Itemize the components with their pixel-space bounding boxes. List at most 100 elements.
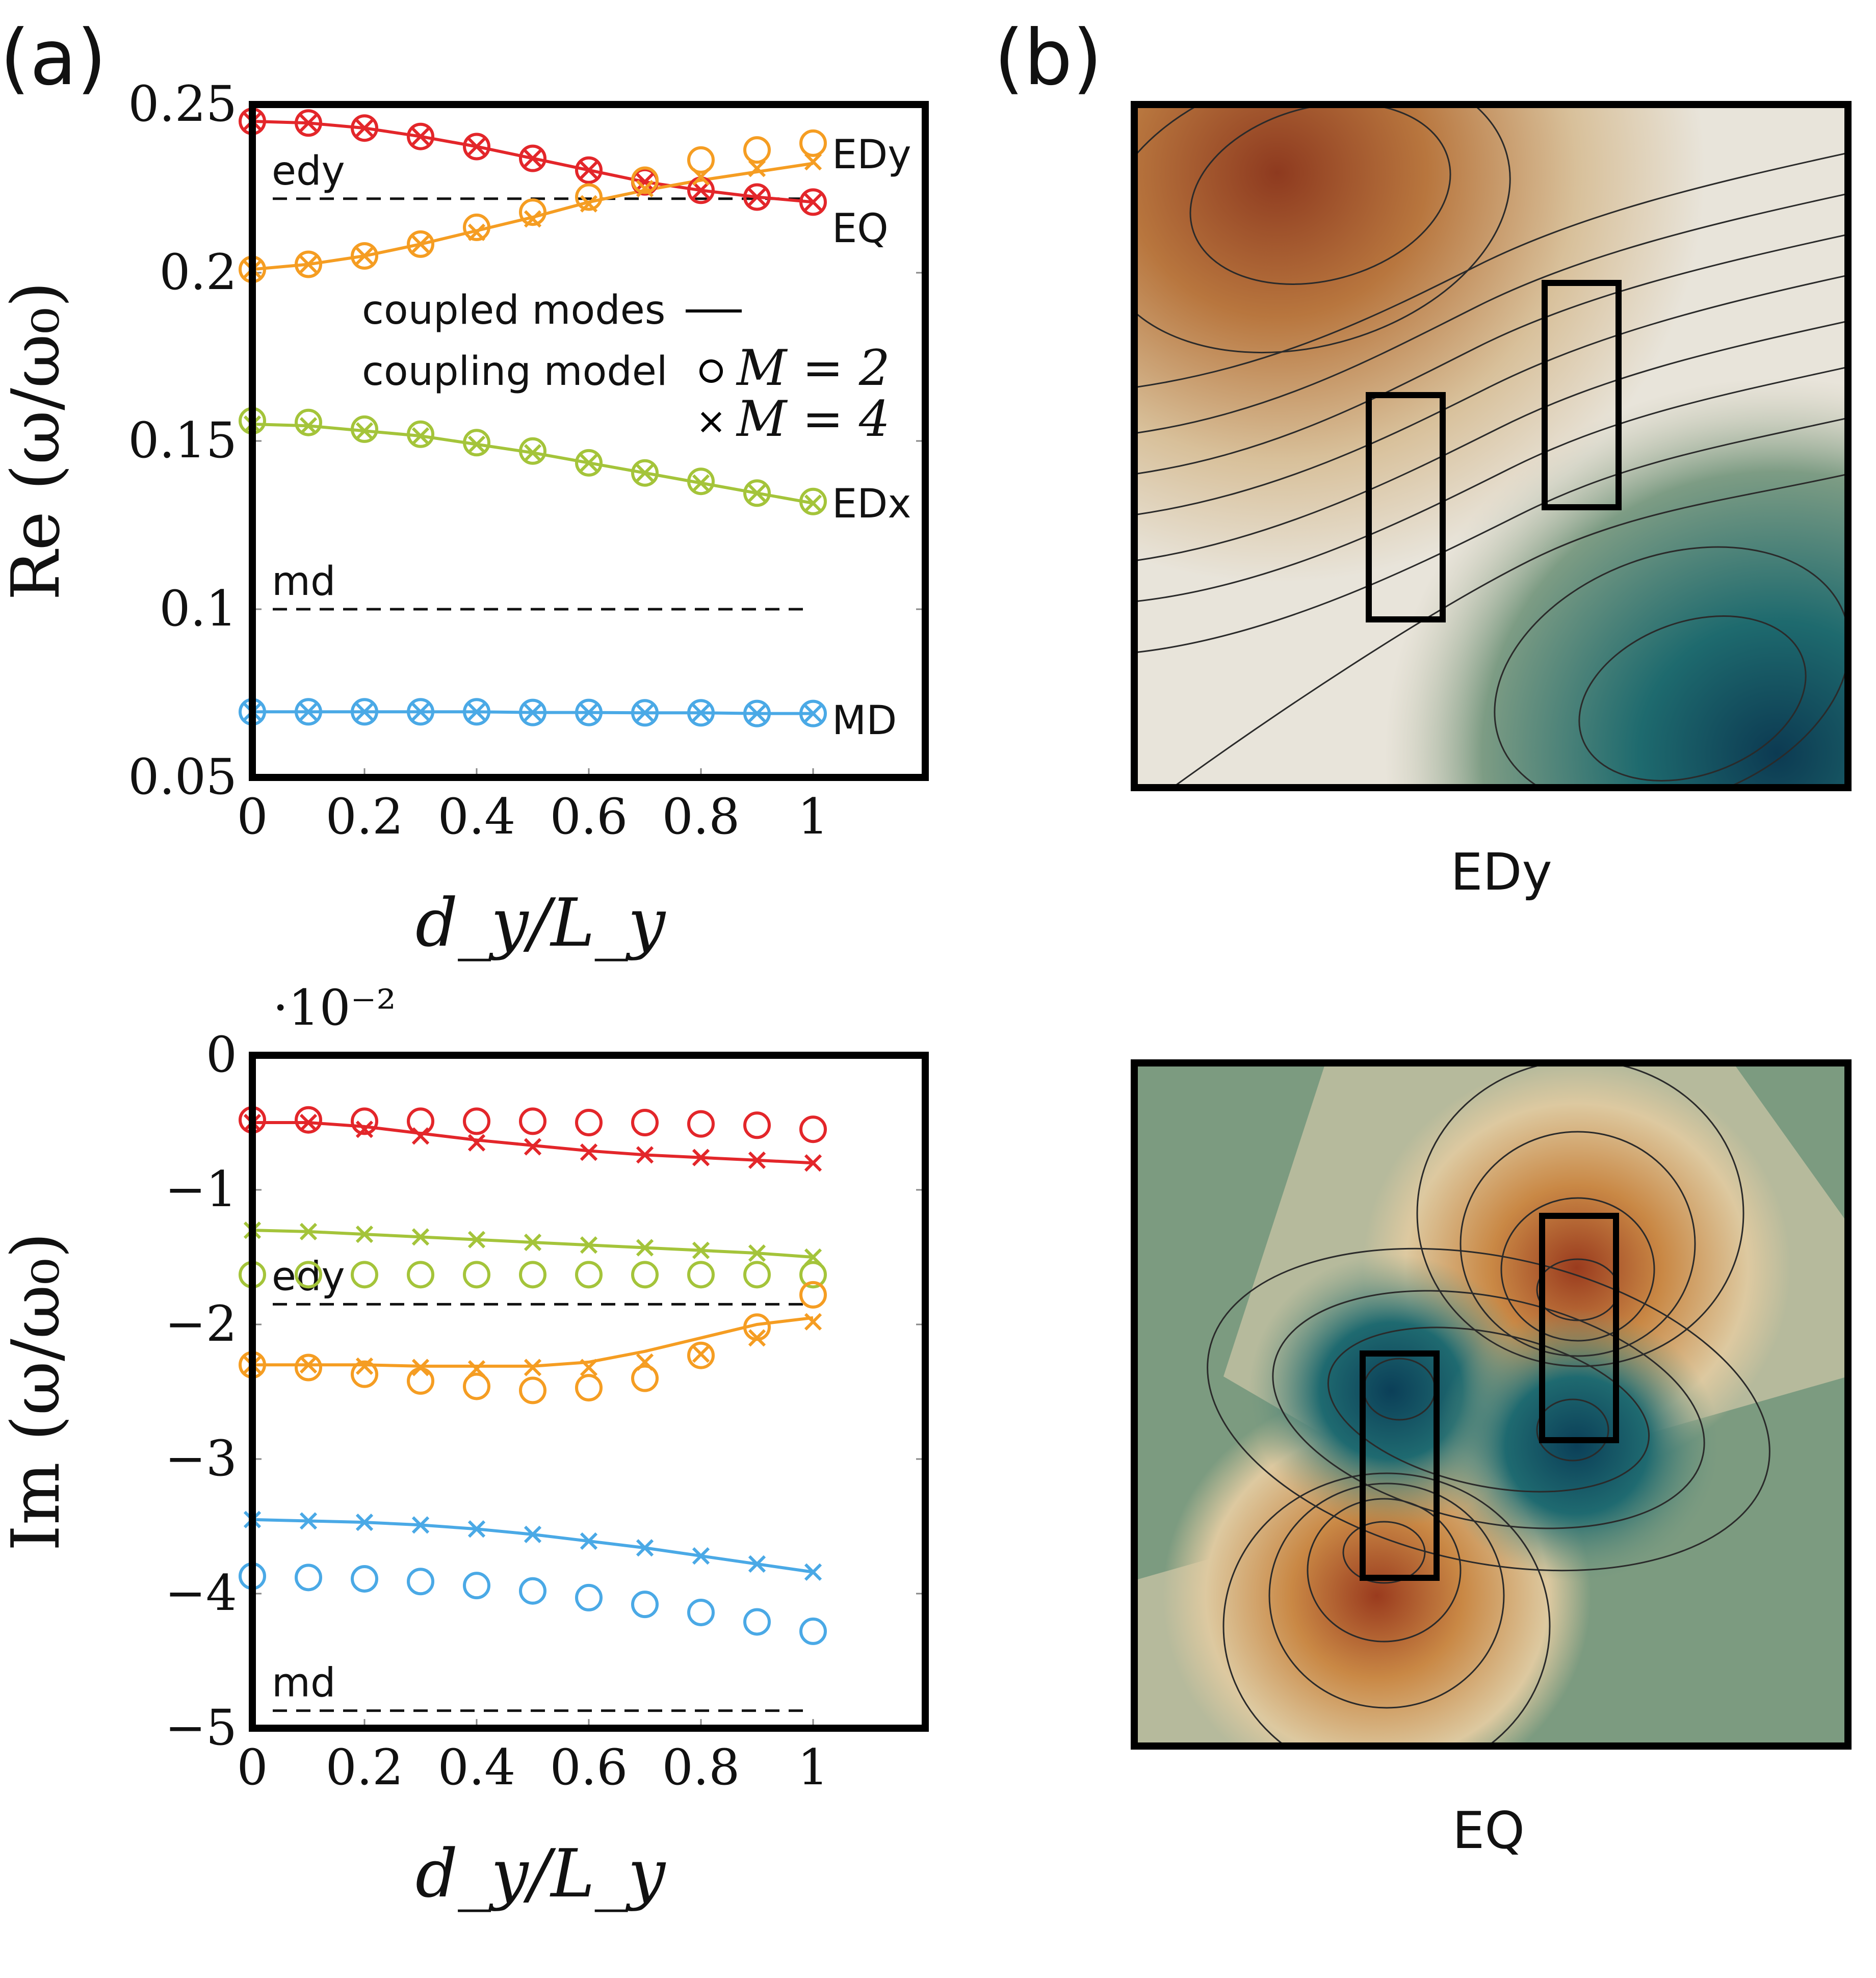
marker-m4-MD xyxy=(804,705,822,722)
imag-chart-tick-labels: 0−1−2−3−4−50 0.2 0.4 0.6 0.8 1 xyxy=(165,1026,828,1796)
marker-m2-MD xyxy=(463,1572,490,1600)
marker-m4-EDx xyxy=(299,1222,318,1240)
marker-m4-EDx xyxy=(524,444,542,462)
marker-m2-EDy xyxy=(407,230,434,258)
marker-m4-EQ xyxy=(355,119,374,137)
marker-m4-EQ xyxy=(636,1146,654,1164)
marker-m4-EDy xyxy=(467,1360,486,1378)
reference-label-edy: edy xyxy=(272,148,345,194)
legend-m4: M = 4 xyxy=(736,391,890,448)
marker-m2-EQ xyxy=(351,1107,378,1135)
marker-m2-EDx xyxy=(407,420,434,448)
marker-m4-MD xyxy=(467,703,486,721)
marker-m4-MD xyxy=(748,1555,766,1573)
panel-label-b: (b) xyxy=(994,14,1102,102)
x-tick-label: 1 xyxy=(797,1739,828,1796)
marker-m2-MD xyxy=(519,698,546,726)
marker-m2-EQ xyxy=(799,188,827,216)
marker-m4-EQ xyxy=(467,138,486,155)
marker-m4-EDy xyxy=(580,1359,598,1376)
marker-m4-MD xyxy=(636,1539,654,1557)
marker-m2-EDy xyxy=(519,198,546,226)
marker-m2-EQ xyxy=(519,144,546,172)
marker-m2-MD xyxy=(407,1568,434,1596)
marker-m2-MD xyxy=(295,1564,322,1592)
marker-m2-EDx xyxy=(295,408,322,436)
marker-m4-EQ xyxy=(580,161,598,179)
real-chart-markers xyxy=(239,108,827,727)
edy-resonator-right xyxy=(1542,280,1622,510)
marker-m4-EQ xyxy=(636,173,654,191)
legend-coupled-modes: coupled modes xyxy=(362,288,665,333)
marker-m2-EQ xyxy=(295,109,322,137)
x-tick-label: 0 xyxy=(237,788,268,845)
y-tick-label: 0.1 xyxy=(159,580,237,637)
marker-m4-MD xyxy=(580,704,598,721)
x-tick-label: 0.6 xyxy=(550,1739,628,1796)
marker-m2-EDx xyxy=(743,479,771,507)
marker-m4-EQ xyxy=(748,1151,766,1169)
marker-m4-EDx xyxy=(804,494,822,512)
marker-m4-EDy xyxy=(748,1329,766,1347)
marker-m2-MD xyxy=(687,699,715,727)
marker-m2-EQ xyxy=(743,183,771,211)
marker-m4-MD xyxy=(299,703,318,721)
imag-chart-frame xyxy=(249,1052,929,1732)
marker-m2-EQ xyxy=(575,156,603,184)
eq-map-frame xyxy=(1131,1059,1852,1750)
marker-m2-EQ xyxy=(407,122,434,150)
marker-m4-MD xyxy=(524,704,542,721)
marker-m4-EQ xyxy=(467,1134,486,1152)
marker-m2-EDx xyxy=(351,1261,378,1289)
marker-m4-MD xyxy=(355,703,374,721)
marker-m2-EDy xyxy=(463,213,490,241)
marker-m2-EDx xyxy=(687,1261,715,1289)
marker-m2-EDy xyxy=(463,1372,490,1400)
marker-m4-MD xyxy=(411,703,430,721)
marker-m4-EDx xyxy=(299,417,318,435)
marker-m4-EQ xyxy=(692,181,710,199)
marker-m2-EDy xyxy=(575,183,603,211)
marker-m2-EDy xyxy=(351,1360,378,1388)
imag-chart-reference-lines: edy md xyxy=(272,1254,808,1712)
eq-resonator-right xyxy=(1539,1213,1619,1443)
marker-m4-EQ xyxy=(804,1154,822,1172)
marker-m2-EDy xyxy=(351,242,378,270)
marker-m2-EQ xyxy=(631,1109,659,1136)
marker-m4-EDy xyxy=(411,235,430,253)
label-MD: MD xyxy=(832,698,897,744)
imag-chart-xlabel-text: d_y/L_y xyxy=(415,1835,666,1912)
marker-m4-EQ xyxy=(299,114,318,132)
marker-m4-EDy xyxy=(804,1313,822,1331)
marker-m2-MD xyxy=(743,699,771,727)
marker-m4-EDy xyxy=(580,195,598,213)
marker-m2-EQ xyxy=(743,1111,771,1139)
marker-m4-MD xyxy=(692,1547,710,1565)
marker-m4-EDx xyxy=(804,1248,822,1266)
marker-m4-MD xyxy=(748,705,766,722)
y-tick-label: 0 xyxy=(206,1026,237,1083)
legend-cross-marker xyxy=(700,411,722,433)
real-chart-reference-lines: edy md xyxy=(272,148,808,611)
marker-m2-MD xyxy=(295,698,322,726)
marker-m4-MD xyxy=(467,1520,486,1538)
marker-m4-EDx xyxy=(580,454,598,472)
y-tick-label: −2 xyxy=(165,1295,237,1352)
legend-m2: M = 2 xyxy=(736,340,890,397)
marker-m2-MD xyxy=(799,1617,827,1645)
marker-m4-EDy xyxy=(636,179,654,198)
marker-m4-EDy xyxy=(299,255,318,273)
marker-m2-EDx xyxy=(743,1261,771,1289)
marker-m4-EQ xyxy=(804,193,822,211)
x-tick-label: 0.8 xyxy=(662,788,740,845)
real-chart-tick-labels: 0.25 0.2 0.15 0.1 0.050 0.2 0.4 0.6 0.8 1 xyxy=(128,75,828,845)
panel-label-a: (a) xyxy=(0,14,107,102)
marker-m2-EDy xyxy=(575,1374,603,1402)
marker-m4-EDx xyxy=(692,474,710,492)
marker-m4-EDy xyxy=(804,153,822,171)
marker-m2-EDy xyxy=(743,136,771,164)
field-map-edy: EDy xyxy=(1131,101,1852,902)
eq-resonator-left xyxy=(1360,1350,1440,1581)
real-chart-series-lines xyxy=(252,120,814,715)
